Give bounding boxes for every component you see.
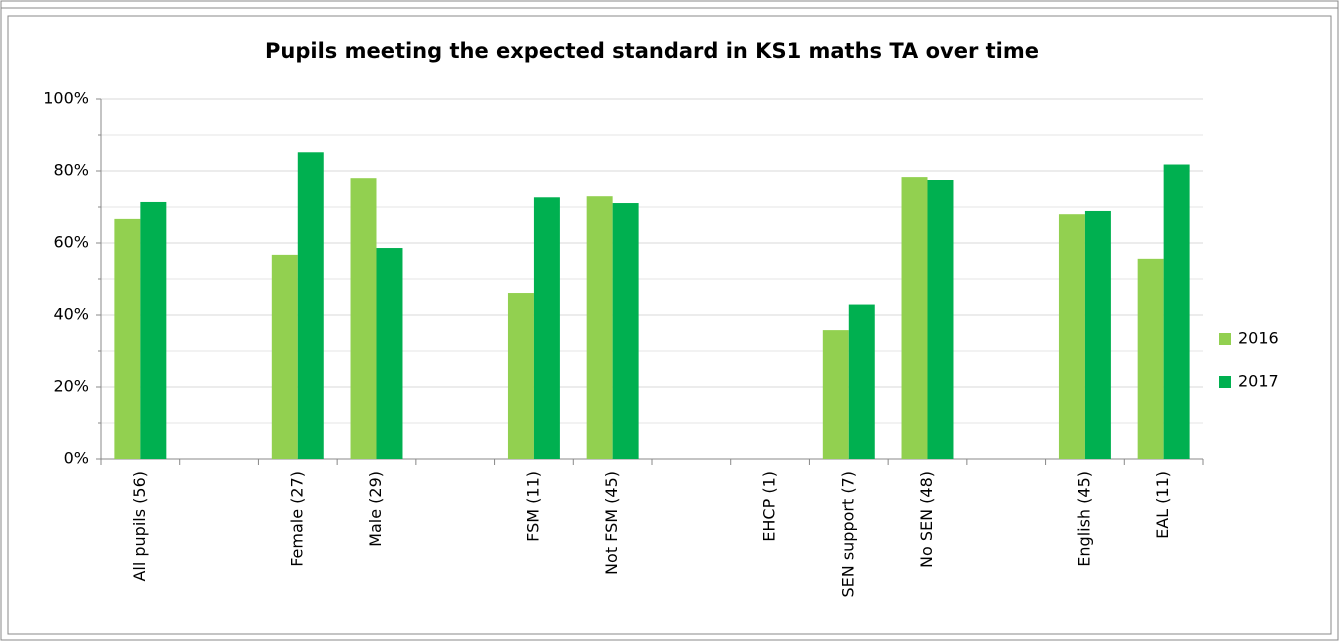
bar xyxy=(586,196,613,459)
bar xyxy=(1137,258,1164,459)
y-tick-label: 100% xyxy=(43,89,89,108)
legend-swatch xyxy=(1219,333,1231,345)
bar xyxy=(1163,164,1190,459)
bar xyxy=(297,152,324,459)
bar xyxy=(507,293,534,459)
chart-title: Pupils meeting the expected standard in … xyxy=(265,39,1039,63)
bar xyxy=(822,330,849,459)
bar xyxy=(1084,210,1111,459)
x-tick-label: No SEN (48) xyxy=(917,471,936,568)
x-tick-label: Female (27) xyxy=(287,471,306,567)
x-tick-label: EAL (11) xyxy=(1153,471,1172,539)
x-tick-label: All pupils (56) xyxy=(130,471,149,582)
legend-swatch xyxy=(1219,376,1231,388)
legend-label: 2016 xyxy=(1238,329,1279,348)
bar xyxy=(1058,214,1085,459)
chart-frame xyxy=(7,15,1332,635)
x-tick-label: FSM (11) xyxy=(523,471,542,542)
x-tick-label: SEN support (7) xyxy=(838,471,857,598)
x-tick-label: Male (29) xyxy=(366,471,385,547)
legend-label: 2017 xyxy=(1238,372,1279,391)
bar xyxy=(114,218,141,459)
bar xyxy=(140,201,167,459)
bar xyxy=(350,178,377,459)
bar xyxy=(848,304,875,459)
bar xyxy=(612,203,639,459)
bar xyxy=(927,180,954,459)
bar xyxy=(271,254,298,459)
y-tick-label: 60% xyxy=(53,233,89,252)
x-tick-label: English (45) xyxy=(1074,471,1093,567)
y-tick-label: 80% xyxy=(53,161,89,180)
bar xyxy=(376,248,403,459)
bar xyxy=(901,177,928,459)
x-tick-label: EHCP (1) xyxy=(760,471,779,542)
x-tick-label: Not FSM (45) xyxy=(602,471,621,575)
y-tick-label: 0% xyxy=(64,449,89,468)
y-tick-label: 20% xyxy=(53,377,89,396)
y-tick-label: 40% xyxy=(53,305,89,324)
bar xyxy=(533,197,560,459)
